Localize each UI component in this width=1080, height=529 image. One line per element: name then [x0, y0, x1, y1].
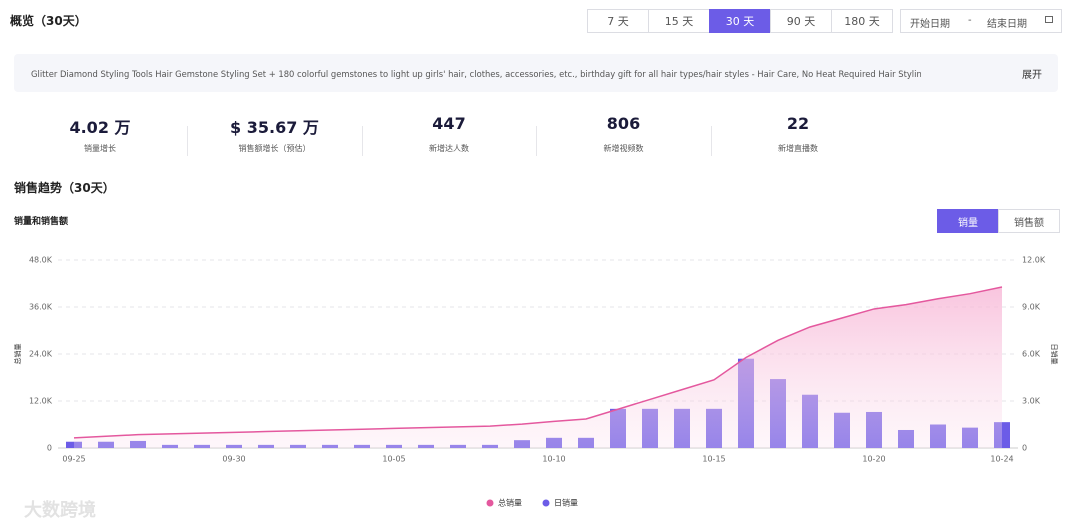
- legend-label: 日销量: [554, 498, 578, 508]
- stat-value: 806: [606, 114, 641, 133]
- range-button[interactable]: 180 天: [831, 9, 893, 33]
- x-tick-label: 10-24: [990, 455, 1013, 464]
- y2-tick-label: 0: [1022, 444, 1027, 453]
- date-sep: -: [968, 15, 972, 26]
- stat-value: 4.02 万: [69, 118, 131, 137]
- description-box: Glitter Diamond Styling Tools Hair Gemst…: [14, 54, 1058, 92]
- section-title: 销售趋势（30天）: [14, 181, 115, 195]
- area: [74, 287, 1002, 448]
- stat-value: 22: [786, 114, 810, 133]
- page-title: 概览（30天）: [10, 14, 87, 28]
- range-button[interactable]: 30 天: [709, 9, 771, 33]
- y-axis-label: 总销量: [13, 344, 22, 365]
- legend-marker: [542, 499, 550, 507]
- y2-axis-label: 日销量: [1050, 344, 1059, 365]
- x-tick-label: 09-30: [222, 455, 245, 464]
- expand[interactable]: 展开: [1022, 70, 1042, 81]
- stat-label: 销量增长: [84, 144, 116, 153]
- calendar-icon: [1045, 16, 1053, 23]
- y2-tick-label: 3.0K: [1022, 397, 1041, 406]
- y2-tick-label: 9.0K: [1022, 303, 1041, 312]
- x-tick-label: 10-05: [382, 455, 405, 464]
- legend-marker: [486, 499, 494, 507]
- x-tick-label: 09-25: [62, 455, 85, 464]
- y-tick-label: 0: [47, 444, 52, 453]
- stat-label: 销售额增长（预估）: [238, 144, 311, 153]
- stat-label: 新增达人数: [429, 144, 469, 153]
- range-button[interactable]: 15 天: [648, 9, 710, 33]
- stat-label: 新增视频数: [603, 144, 644, 153]
- watermark: 大数跨境: [24, 500, 96, 521]
- x-tick-label: 10-10: [542, 455, 565, 464]
- chart: 0 12.0K 24.0K 36.0K 48.0K 0 3.0K 6.0K 9.0K 12.0K 总…: [13, 256, 1059, 508]
- legend-label: 总销量: [498, 498, 522, 508]
- line: [73, 286, 1003, 439]
- toggle-button[interactable]: 销量: [937, 209, 999, 233]
- range-button[interactable]: 90 天: [770, 9, 832, 33]
- y-tick-label: 24.0K: [29, 350, 53, 359]
- stat-value: 447: [432, 114, 466, 133]
- divider: [361, 126, 363, 156]
- range-button[interactable]: 7 天: [587, 9, 649, 33]
- y-tick-label: 48.0K: [29, 256, 53, 265]
- divider: [187, 126, 188, 156]
- x-tick-label: 10-20: [862, 455, 885, 464]
- date-end: 结束日期: [987, 19, 1027, 30]
- x-tick-label: 10-15: [702, 455, 725, 464]
- stat-label: 新增直播数: [778, 144, 818, 153]
- chart-title: 销量和销售额: [14, 217, 69, 227]
- description: Glitter Diamond Styling Tools Hair Gemst…: [31, 69, 921, 79]
- y2-tick-label: 6.0K: [1022, 350, 1041, 359]
- date-picker[interactable]: 开始日期 - 结束日期: [900, 9, 1062, 33]
- divider: [536, 126, 537, 156]
- y2-tick-label: 12.0K: [1022, 256, 1046, 265]
- y-tick-label: 36.0K: [29, 303, 53, 312]
- stat-value: $ 35.67 万: [230, 118, 319, 137]
- y-tick-label: 12.0K: [29, 397, 53, 406]
- divider: [710, 126, 712, 156]
- toggle-button[interactable]: 销售额: [998, 209, 1060, 233]
- date-start: 开始日期: [910, 19, 950, 30]
